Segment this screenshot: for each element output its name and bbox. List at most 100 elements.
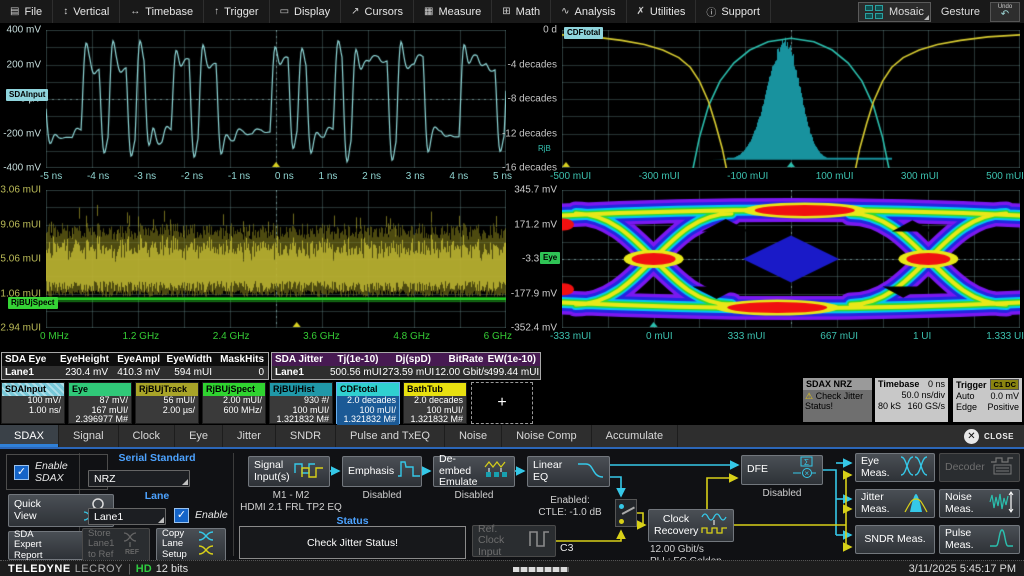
mosaic-grid-icon xyxy=(865,4,884,19)
dialog-tab[interactable]: SDAX xyxy=(0,425,59,447)
dialog-tab[interactable]: Signal xyxy=(59,425,119,447)
serial-standard-dropdown[interactable]: NRZ xyxy=(88,470,190,487)
undo-button[interactable]: Undo ↶ xyxy=(990,1,1020,22)
trace-descriptor-box[interactable]: RjBUjTrack 56 mUI/ 2.00 µs/ xyxy=(135,382,199,424)
input-waveform-plot[interactable] xyxy=(46,30,506,168)
menu-item[interactable]: ∿ Analysis xyxy=(551,0,627,23)
trigger-box[interactable]: Trigger C1 DC Auto 0.0 mV Edge Positive xyxy=(953,378,1022,422)
gesture-button[interactable]: Gesture xyxy=(940,5,980,18)
sda-jitter-table: SDA Jitter Tj(1e-10) Dj(spD) BitRate EW(1e-1… xyxy=(271,352,541,380)
trace-label-rjbujspect[interactable]: RjBUjSpect xyxy=(8,297,58,309)
lane-dropdown[interactable]: Lane1 xyxy=(88,508,166,525)
close-button[interactable]: ✕ CLOSE xyxy=(963,428,1024,444)
menu-item-icon: ↑ xyxy=(214,6,220,17)
table-value-cell: 594 mUI xyxy=(174,367,212,378)
descriptor-title: SDAInput xyxy=(2,383,64,396)
clock-recovery-button[interactable]: Clock Recovery xyxy=(648,509,734,542)
menu-item[interactable]: ⓘ Support xyxy=(696,0,771,23)
dialog-tab[interactable]: Noise Comp xyxy=(502,425,592,447)
trace-label-rjb[interactable]: RjB xyxy=(538,144,551,153)
y-tick: -177.9 mV xyxy=(510,288,557,299)
brand-divider: | xyxy=(127,562,131,575)
trace-descriptor-box[interactable]: RjBUjSpect 2.00 mUI/ 600 MHz/ xyxy=(202,382,266,424)
eye-meas-button[interactable]: Eye Meas. xyxy=(855,453,935,482)
decoder-button[interactable]: Decoder xyxy=(939,453,1020,482)
menu-item-label: Cursors xyxy=(364,5,404,18)
undo-icon: ↶ xyxy=(1000,8,1010,20)
emphasis-button[interactable]: Emphasis xyxy=(342,456,422,487)
x-tick: -1 ns xyxy=(227,171,251,182)
menu-item[interactable]: ↗ Cursors xyxy=(341,0,415,23)
store-lane-to-ref-button[interactable]: Store Lane1 to Ref REF xyxy=(82,528,150,561)
dialog-tab[interactable]: Jitter xyxy=(223,425,276,447)
x-tick: 5 ns xyxy=(493,171,512,182)
sdax-status-box[interactable]: SDAX NRZ ⚠ Check Jitter Status! xyxy=(803,378,872,422)
x-tick: 500 mUI xyxy=(986,171,1024,182)
menu-item[interactable]: ▭ Display xyxy=(270,0,342,23)
menu-item[interactable]: ✗ Utilities xyxy=(627,0,697,23)
trace-label-sdainput[interactable]: SDAInput xyxy=(6,89,49,101)
dialog-tab[interactable]: Pulse and TxEQ xyxy=(336,425,445,447)
pulse-meas-button[interactable]: Pulse Meas. xyxy=(939,525,1020,554)
jitter-spectrum-plot[interactable] xyxy=(46,190,506,328)
descriptor-body: 100 mV/ 1.00 ns/ xyxy=(27,395,61,415)
enable-sdax-checkbox[interactable]: ✓ xyxy=(14,464,29,480)
menu-item[interactable]: ↕ Vertical xyxy=(53,0,121,23)
noise-meas-button[interactable]: Noise Meas. xyxy=(939,489,1020,518)
trace-descriptor-box[interactable]: SDAInput 100 mV/ 1.00 ns/ xyxy=(1,382,65,424)
menu-right: Mosaic Gesture Undo ↶ xyxy=(858,1,1024,22)
x-tick: 4 ns xyxy=(449,171,469,182)
clock-source-switch[interactable] xyxy=(615,499,637,527)
table-header-cell: EyeAmpl xyxy=(117,354,160,365)
dialog-tab[interactable]: Accumulate xyxy=(592,425,679,447)
y-tick: -200 mV xyxy=(3,128,41,139)
cdf-bathtub-plot[interactable] xyxy=(562,30,1020,168)
menu-item[interactable]: ▤ File xyxy=(0,0,54,23)
jitter-meas-button[interactable]: Jitter Meas. xyxy=(855,489,935,518)
lane-enable-checkbox[interactable]: ✓ xyxy=(174,508,189,523)
y-tick: 13.06 mUI xyxy=(0,184,41,196)
y-tick: 345.7 mV xyxy=(514,184,557,196)
signal-inputs-button[interactable]: Signal Input(s) xyxy=(248,456,330,487)
trace-label-eye[interactable]: Eye xyxy=(540,252,561,264)
de-embed-emulate-button[interactable]: De-embed Emulate xyxy=(433,453,515,488)
linear-eq-button[interactable]: Linear EQ xyxy=(527,456,610,487)
dialog-tab[interactable]: SNDR xyxy=(276,425,337,447)
y-tick: -4 decades xyxy=(507,59,557,70)
x-tick: -100 mUI xyxy=(727,171,769,182)
add-trace-button[interactable]: + xyxy=(471,382,533,424)
trace-descriptor-box[interactable]: CDFtotal 2.0 decades 100 mUI/ 1.321832 M… xyxy=(336,382,400,425)
x-tick: -5 ns xyxy=(40,171,63,182)
dialog-tab[interactable]: Noise xyxy=(445,425,503,447)
y-tick: 5.06 mUI xyxy=(0,253,41,265)
copy-lane-setup-button[interactable]: Copy Lane Setup xyxy=(156,528,226,561)
trace-descriptor-box[interactable]: BathTub 2.0 decades 100 mUI/ 1.321832 M# xyxy=(403,382,467,424)
progress-indicator xyxy=(513,567,569,572)
timebase-box[interactable]: Timebase 0 ns 50.0 ns/div 80 kS 160 GS/s xyxy=(875,378,948,422)
x-tick: 3.6 GHz xyxy=(303,331,340,342)
dialog-tab[interactable]: Eye xyxy=(175,425,224,447)
trace-descriptor-box[interactable]: RjBUjHist 930 #/ 100 mUI/ 1.321832 M# xyxy=(269,382,333,424)
serial-standard-label: Serial Standard xyxy=(118,452,196,464)
dfe-button[interactable]: DFE Σ × xyxy=(741,455,823,485)
sda-jitter-value-row: Lane1 500.56 mUI 273.59 mUI 12.00 Gbit/s 499… xyxy=(272,366,540,379)
menu-item-label: Timebase xyxy=(145,5,194,18)
descriptor-title: RjBUjTrack xyxy=(136,383,198,396)
hd-badge: HD xyxy=(135,562,152,575)
sndr-meas-button[interactable]: SNDR Meas. xyxy=(855,525,935,554)
signal-input-caption: M1 - M2 HDMI 2.1 FRL TP2 EQ xyxy=(240,490,342,513)
table-value-cell: 500.56 mUI xyxy=(330,367,382,378)
dialog-tab[interactable]: Clock xyxy=(119,425,176,447)
mosaic-button[interactable]: Mosaic xyxy=(858,1,931,22)
y-tick: -2.94 mUI xyxy=(0,322,41,334)
menu-item[interactable]: ↑ Trigger xyxy=(204,0,270,23)
ref-clock-input-button[interactable]: Ref. Clock Input xyxy=(472,523,556,557)
menu-item[interactable]: ⊞ Math xyxy=(492,0,552,23)
menu-item[interactable]: ▦ Measure xyxy=(414,0,493,23)
trace-label-cdftotal[interactable]: CDFtotal xyxy=(564,27,604,39)
dfe-caption: Disabled xyxy=(762,488,802,499)
eye-diagram-plot[interactable] xyxy=(562,190,1020,328)
menu-item[interactable]: ↔ Timebase xyxy=(120,0,205,23)
trace-descriptor-box[interactable]: Eye 87 mV/ 167 mUI/ 2.396977 M# xyxy=(68,382,132,424)
